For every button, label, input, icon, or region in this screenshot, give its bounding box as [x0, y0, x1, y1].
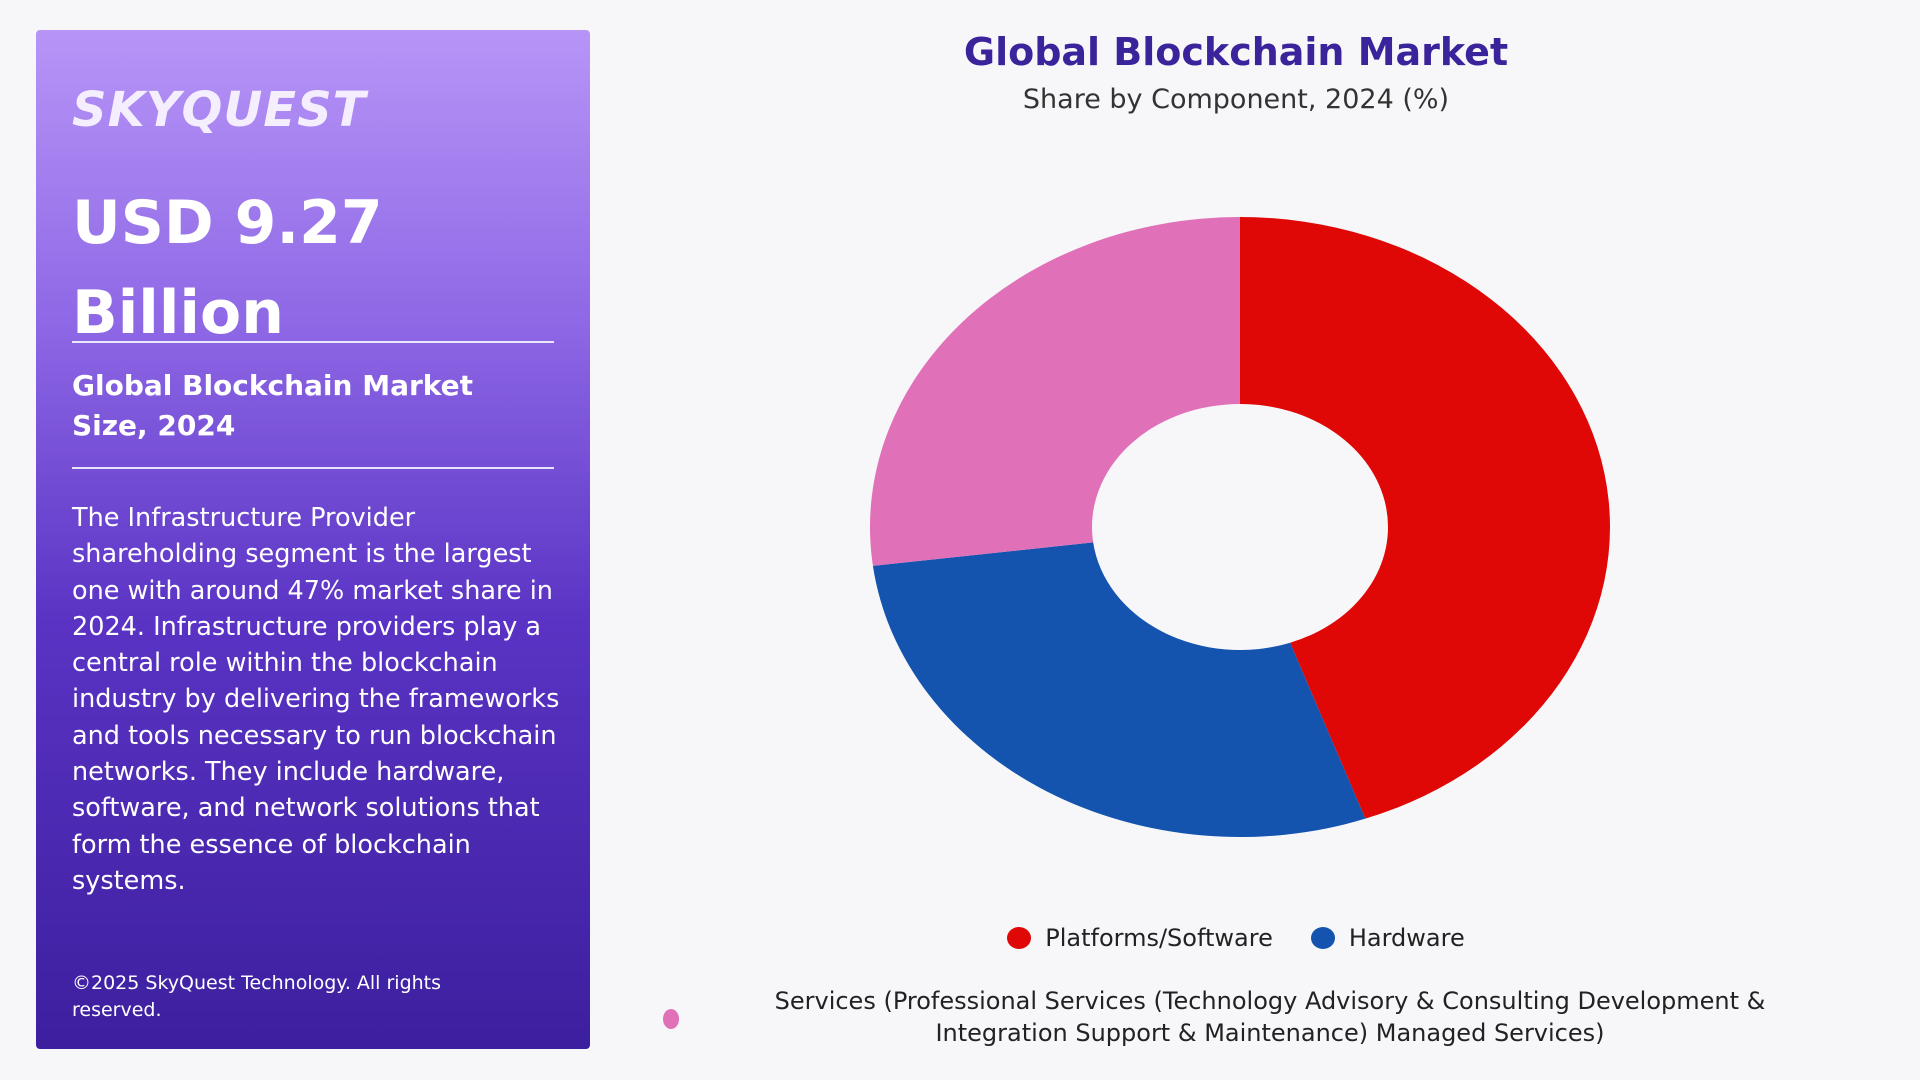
legend-swatch-hardware — [1310, 927, 1335, 949]
legend-label-hardware: Hardware — [1348, 924, 1465, 952]
legend-item-services: Services (Professional Services (Technol… — [655, 985, 1825, 1049]
market-size-value: USD 9.27 Billion — [72, 188, 383, 348]
divider — [72, 341, 554, 343]
donut-chart — [870, 216, 1610, 837]
donut-slice-hardware — [872, 542, 1366, 837]
chart-title: Global Blockchain Market — [963, 30, 1509, 74]
donut-slice-services — [870, 216, 1240, 566]
donut-slice-platforms-software — [1240, 217, 1610, 819]
segment-description: The Infrastructure Provider shareholding… — [72, 503, 560, 896]
legend-swatch-services — [663, 1009, 679, 1029]
market-size-panel: SKYQUEST USD 9.27 Billion Global Blockch… — [36, 30, 590, 1049]
skyquest-logo: SKYQUEST — [72, 82, 367, 138]
legend-swatch-platforms-software — [1007, 927, 1032, 949]
legend-item-platforms-software: Platforms/Software — [1007, 924, 1273, 952]
market-size-label: Global Blockchain Market Size, 2024 — [72, 369, 474, 442]
divider — [72, 467, 554, 469]
legend-label-services: Services (Professional Services (Technol… — [774, 987, 1766, 1047]
chart-legend: Platforms/Software Hardware — [640, 924, 1832, 952]
copyright-notice: ©2025 SkyQuest Technology. All rights re… — [72, 972, 442, 1021]
legend-item-hardware: Hardware — [1310, 924, 1465, 952]
legend-label-platforms-software: Platforms/Software — [1045, 924, 1273, 952]
chart-subtitle: Share by Component, 2024 (%) — [1022, 84, 1450, 115]
